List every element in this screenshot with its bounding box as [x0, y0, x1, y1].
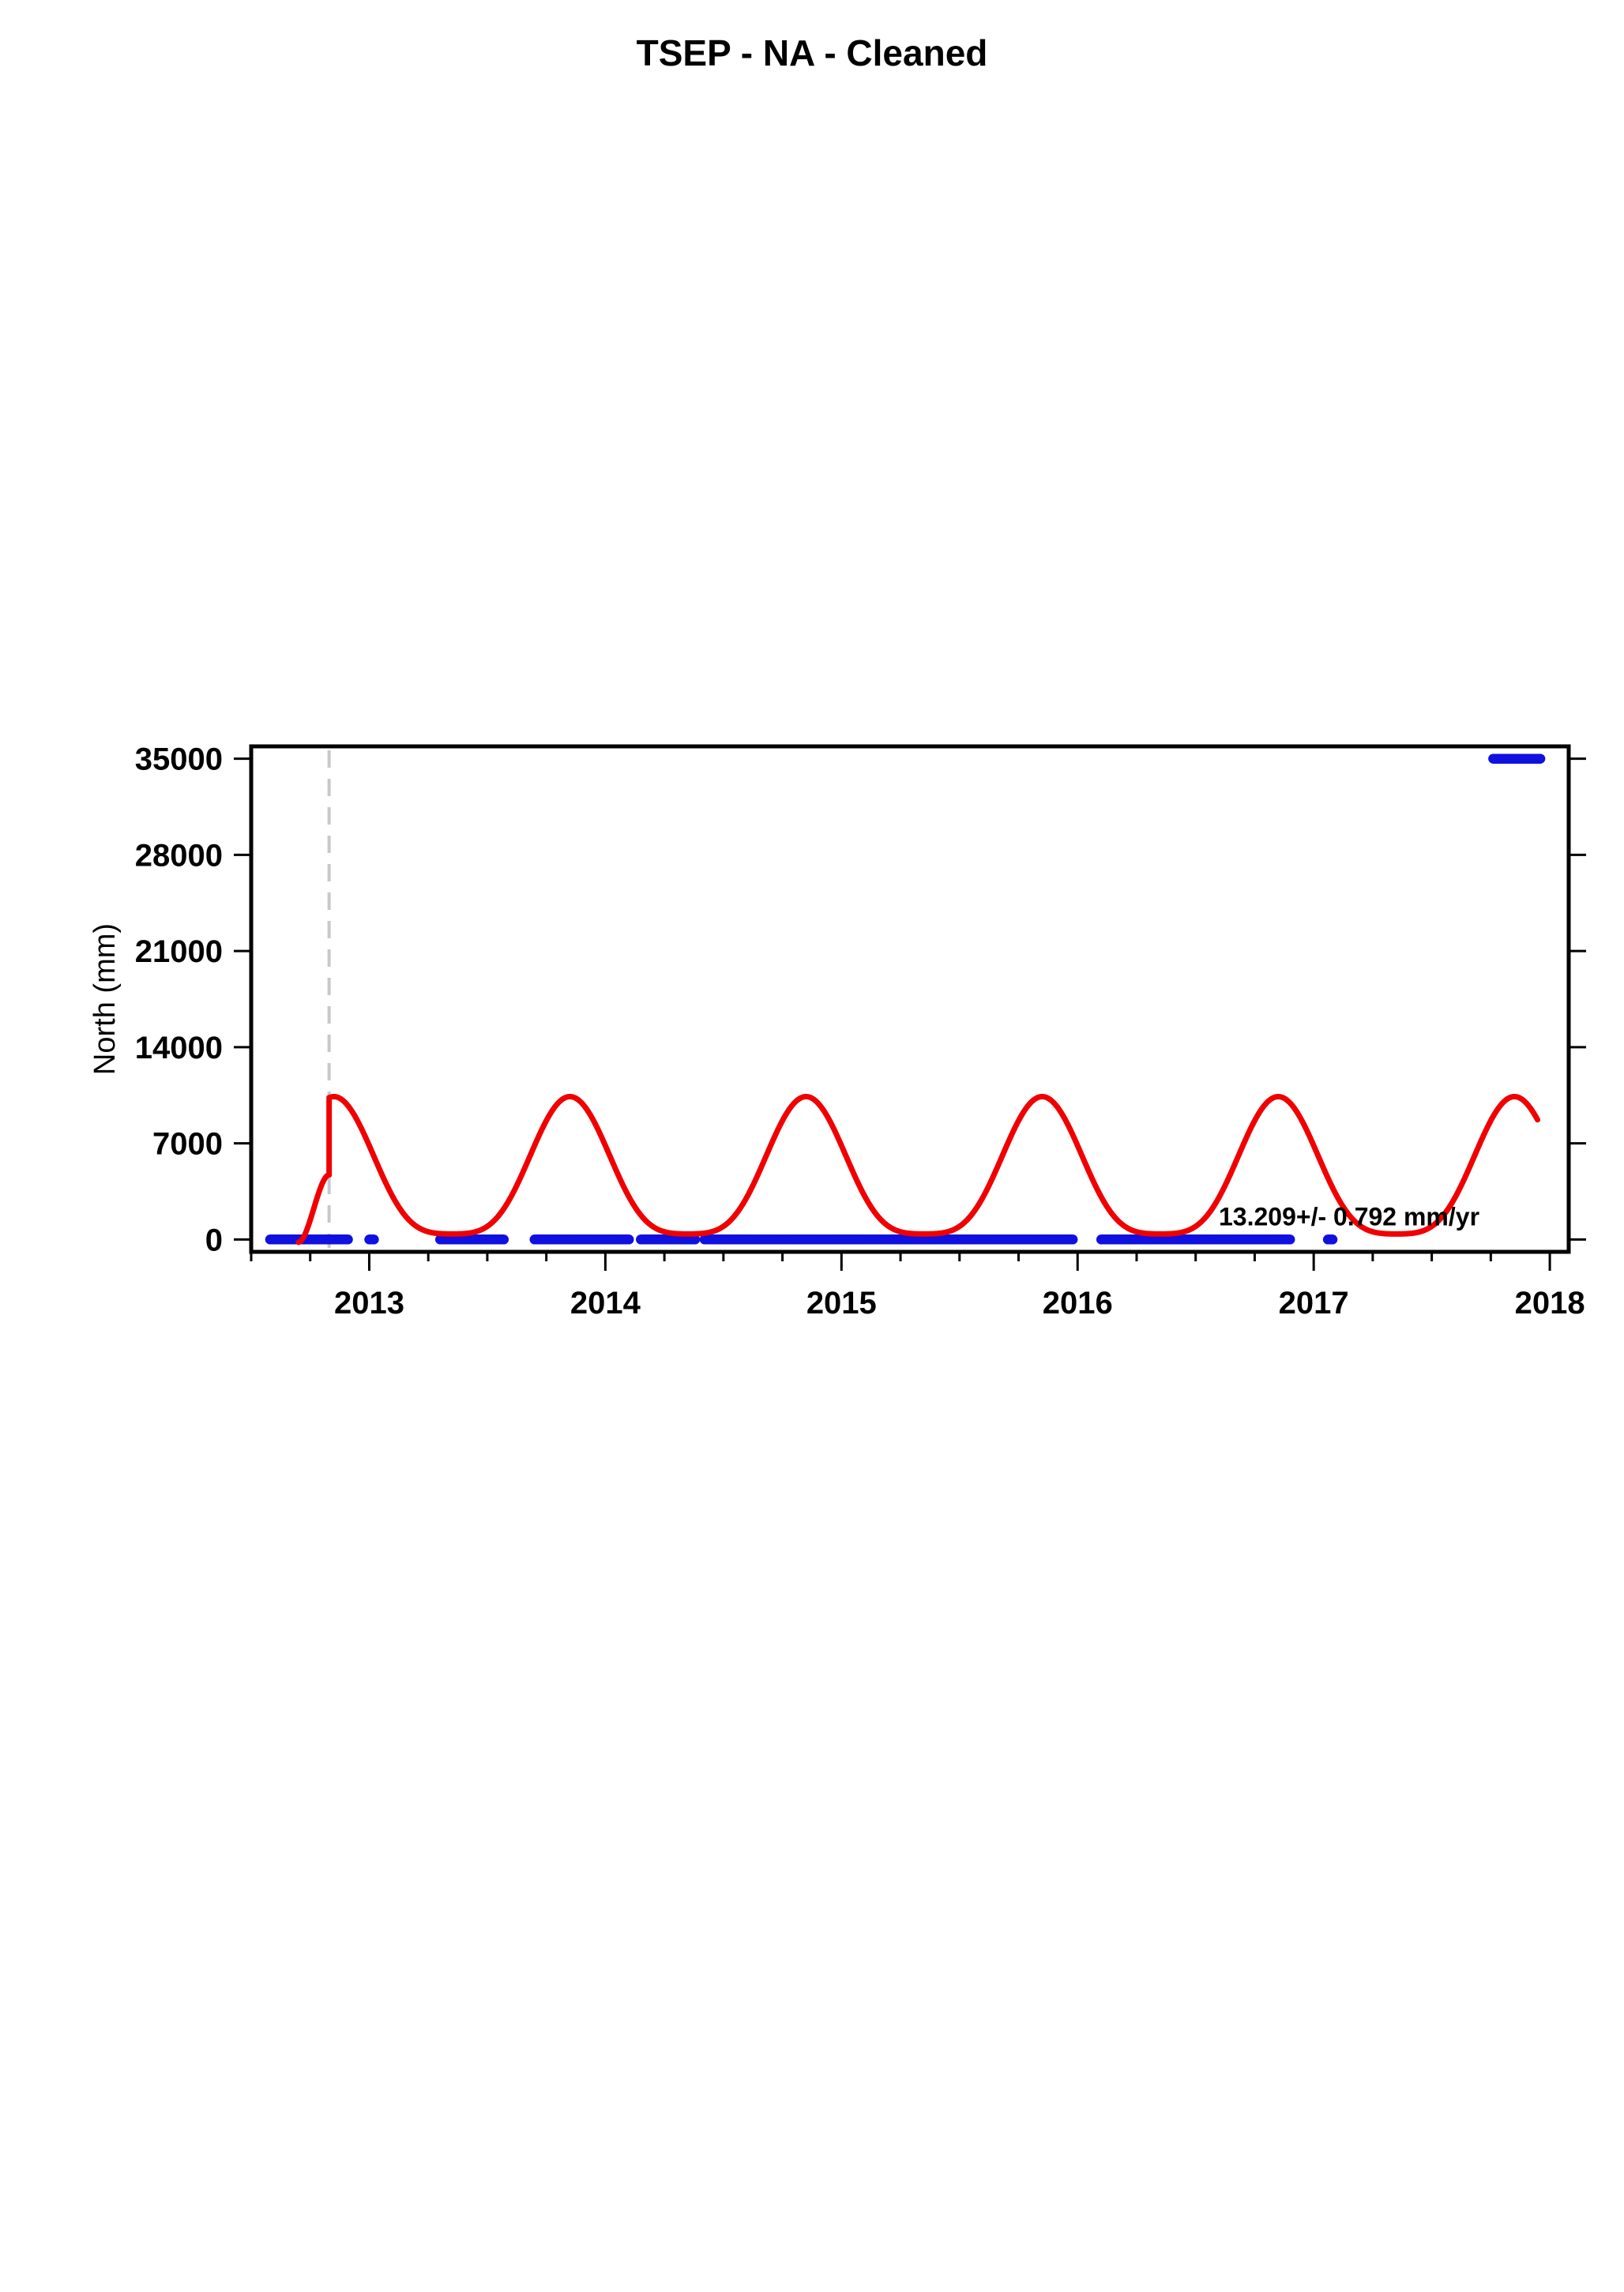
data-points-layer: [265, 753, 1546, 1245]
x-tick-label: 2015: [806, 1286, 877, 1321]
header-area: TSEP - NA - Cleaned: [0, 0, 1624, 663]
plot-title: TSEP - NA - Cleaned: [636, 32, 988, 73]
text-layer: 0 7000 14000 21000 28000 35000 2013 2014 2015 201…: [88, 742, 1585, 1321]
data-point: [1285, 1234, 1295, 1245]
rate-label: 13.209+/- 0.792 mm/yr: [1219, 1202, 1479, 1231]
data-point: [624, 1234, 634, 1245]
data-point: [1535, 753, 1546, 764]
data-point: [1327, 1234, 1338, 1245]
y-tick-label: 0: [205, 1223, 223, 1257]
y-tick-label: 28000: [135, 838, 223, 873]
x-tick-label: 2017: [1279, 1286, 1349, 1321]
data-point: [498, 1234, 509, 1245]
x-tick-label: 2016: [1043, 1286, 1113, 1321]
y-axis-label: North (mm): [88, 923, 122, 1075]
plot-frame-layer: [249, 744, 1571, 1254]
data-point: [1068, 1234, 1078, 1245]
y-tick-label: 7000: [152, 1127, 223, 1162]
north-panel-svg: 0 7000 14000 21000 28000 35000 2013 2014 2015 201…: [88, 742, 1586, 1321]
data-point: [369, 1234, 379, 1245]
x-tick-label: 2013: [334, 1286, 404, 1321]
x-tick-label: 2018: [1515, 1286, 1585, 1321]
data-point: [690, 1234, 701, 1245]
model-curve: [295, 1093, 1541, 1246]
plot-frame: [249, 744, 1571, 1254]
x-tick-label: 2014: [570, 1286, 641, 1321]
data-point: [343, 1234, 353, 1245]
y-tick-label: 14000: [135, 1031, 223, 1065]
y-tick-label: 35000: [135, 742, 223, 777]
tick-layer: [234, 757, 1586, 1271]
model-curve-layer: [295, 1093, 1541, 1246]
y-tick-label: 21000: [135, 934, 223, 969]
